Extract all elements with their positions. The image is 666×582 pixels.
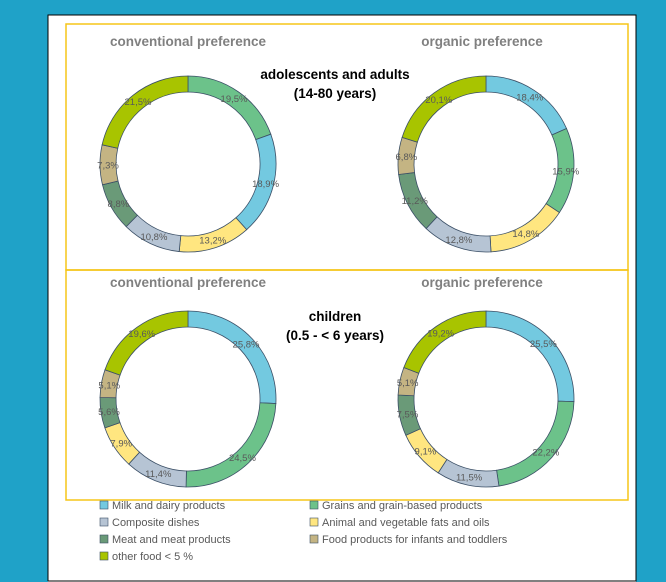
- slice-label-2-2: 11,4%: [145, 469, 172, 480]
- legend: Milk and dairy products Grains and grain-…: [99, 500, 508, 563]
- slice-label-3-2: 11,5%: [456, 473, 483, 484]
- slice-label-2-5: 5,1%: [98, 380, 120, 391]
- slice-label-1-5: 6,8%: [396, 152, 418, 163]
- slice-label-0-5: 7,3%: [97, 160, 119, 171]
- slice-label-0-3: 10,8%: [140, 232, 167, 243]
- chart-title-adults-organic: organic preference: [421, 34, 543, 49]
- donut-adults-organic: 18,4% 15,9% 14,8% 12,8% 11,2% 6,8% 20,1%: [396, 75, 580, 253]
- slice-1-6: [401, 75, 487, 143]
- group-title-adults-line2: (14-80 years): [294, 86, 377, 101]
- slice-label-1-1: 15,9%: [552, 166, 579, 177]
- donut-adults-conventional: 19,5% 18,9% 13,2% 10,8% 8,8% 7,3% 21,5%: [97, 75, 280, 253]
- slice-3-6: [403, 310, 487, 374]
- slice-label-3-3: 9,1%: [415, 447, 437, 458]
- slice-label-3-1: 22,2%: [532, 448, 559, 459]
- legend-swatch-2: [99, 517, 109, 527]
- legend-label-6: other food < 5 %: [112, 551, 193, 563]
- slice-label-2-3: 7,9%: [110, 439, 132, 450]
- legend-label-5: Food products for infants and toddlers: [322, 534, 508, 546]
- legend-swatch-0: [99, 500, 109, 510]
- chart-title-children-conventional: conventional preference: [110, 275, 267, 290]
- legend-label-1: Grains and grain-based products: [322, 500, 483, 512]
- legend-label-3: Animal and vegetable fats and oils: [322, 517, 490, 529]
- slice-label-1-2: 14,8%: [512, 229, 539, 240]
- slice-label-1-0: 18,4%: [516, 92, 543, 103]
- group-title-children-line1: children: [309, 309, 362, 324]
- legend-swatch-6: [99, 551, 109, 561]
- legend-label-4: Meat and meat products: [112, 534, 231, 546]
- legend-swatch-4: [99, 534, 109, 544]
- frame-background-left: [0, 0, 48, 582]
- slice-label-0-6: 21,5%: [125, 97, 152, 108]
- slice-label-0-2: 13,2%: [199, 236, 226, 247]
- donut-children-conventional: 25,8% 24,5% 11,4% 7,9% 5,6% 5,1% 19,6%: [98, 310, 277, 488]
- legend-swatch-3: [309, 517, 319, 527]
- slice-label-0-0: 19,5%: [221, 94, 248, 105]
- slice-label-1-4: 11,2%: [402, 196, 429, 207]
- slice-label-1-3: 12,8%: [445, 235, 472, 246]
- legend-swatch-1: [309, 500, 319, 510]
- slice-2-6: [104, 310, 189, 376]
- slice-0-6: [101, 75, 189, 149]
- chart-title-adults-conventional: conventional preference: [110, 34, 267, 49]
- slice-label-3-5: 5,1%: [397, 378, 419, 389]
- slice-label-1-6: 20,1%: [425, 95, 452, 106]
- donut-children-organic: 25,5% 22,2% 11,5% 9,1% 7,5% 5,1% 19,2%: [397, 310, 575, 488]
- slice-label-0-4: 8,8%: [108, 199, 130, 210]
- slice-label-2-1: 24,5%: [229, 453, 256, 464]
- legend-label-2: Composite dishes: [112, 517, 200, 529]
- slice-label-3-0: 25,5%: [530, 339, 557, 350]
- panel-children-border: [65, 269, 629, 501]
- frame-background-top: [0, 0, 666, 15]
- slice-label-3-4: 7,5%: [397, 410, 419, 421]
- frame-background-right: [636, 0, 666, 582]
- legend-label-0: Milk and dairy products: [112, 500, 226, 512]
- slice-label-2-4: 5,6%: [98, 407, 120, 418]
- slice-label-3-6: 19,2%: [427, 329, 454, 340]
- chart-title-children-organic: organic preference: [421, 275, 543, 290]
- slice-label-2-0: 25,8%: [233, 339, 260, 350]
- slice-label-0-1: 18,9%: [252, 179, 279, 190]
- group-title-adults-line1: adolescents and adults: [260, 67, 409, 82]
- group-title-children-line2: (0.5 - < 6 years): [286, 328, 384, 343]
- slice-label-2-6: 19,6%: [128, 329, 155, 340]
- legend-swatch-5: [309, 534, 319, 544]
